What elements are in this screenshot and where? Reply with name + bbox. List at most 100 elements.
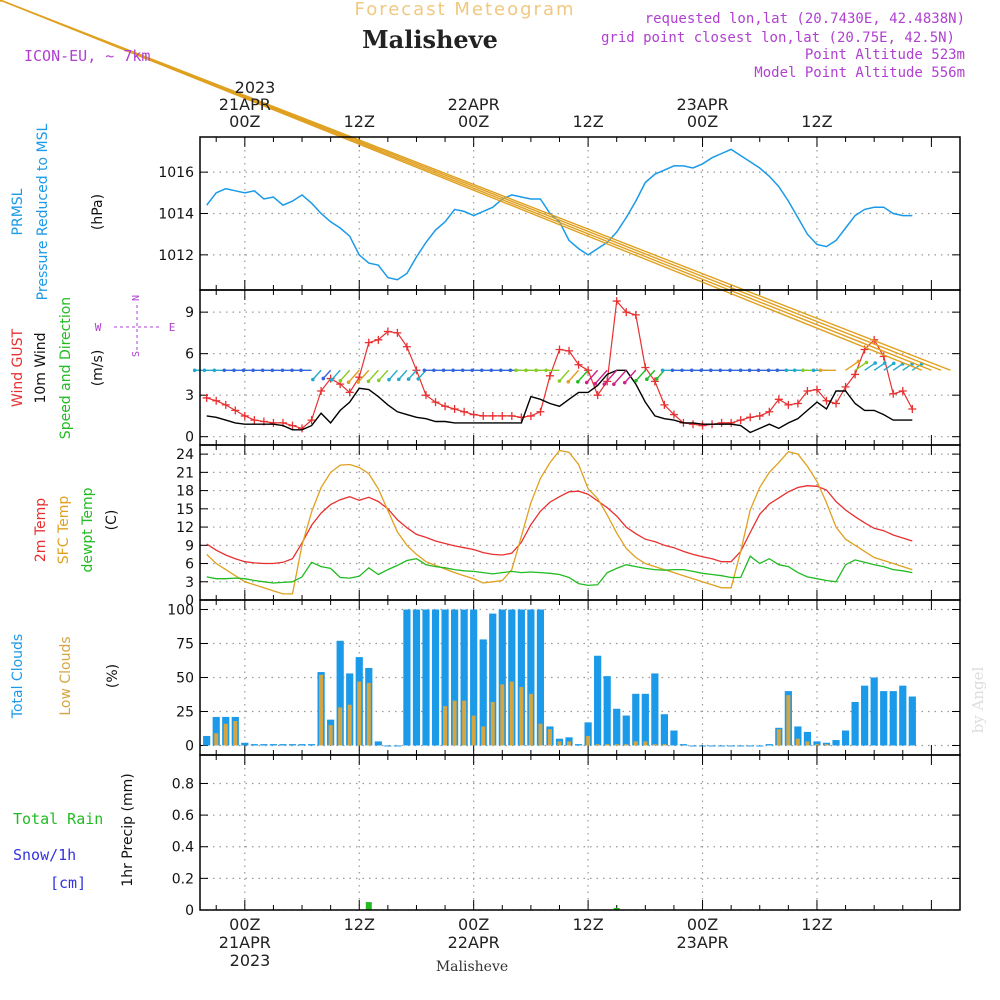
total-cloud-bar xyxy=(584,722,592,746)
wind-arrow-head xyxy=(811,368,816,373)
low-cloud-bar xyxy=(519,687,524,746)
y-tick-label: 1014 xyxy=(158,207,194,223)
wind-arrow-head xyxy=(470,368,475,373)
total-cloud-bar xyxy=(851,701,859,746)
gust-point xyxy=(231,406,240,415)
wind-arrow xyxy=(892,363,904,371)
total-cloud-bar xyxy=(803,731,812,746)
gust-point xyxy=(450,405,459,414)
total-cloud-bar xyxy=(613,708,621,746)
panel-1: 0 3 6 9 xyxy=(185,290,960,446)
total-cloud-bar xyxy=(384,745,392,747)
wind-arrow xyxy=(911,363,923,371)
gust-point xyxy=(574,360,583,369)
wind-arrow xyxy=(558,369,570,382)
gust-point xyxy=(460,407,469,416)
wind-arrow-head xyxy=(645,377,649,382)
low-cloud-bar xyxy=(538,723,543,746)
wind-arrow-head xyxy=(766,368,771,373)
total-cloud-bar xyxy=(765,744,773,746)
clouds-low-label: Low Clouds xyxy=(58,636,74,715)
low-cloud-bar xyxy=(338,707,343,746)
low-cloud-bar xyxy=(662,744,667,746)
wind-arrow xyxy=(408,369,417,380)
y-tick-label: 6 xyxy=(185,347,194,363)
wind-arrow xyxy=(845,360,859,371)
wind-arrow-head xyxy=(747,368,752,373)
gust-point xyxy=(212,396,221,405)
wind-arrow xyxy=(635,369,646,382)
total-cloud-bar xyxy=(689,745,697,747)
gust-point xyxy=(545,371,554,380)
wind-arrow-head xyxy=(534,368,538,373)
wind-arrow-head xyxy=(290,368,294,373)
wind-arrow-head xyxy=(718,368,723,373)
wind-arrow-head xyxy=(422,368,427,373)
low-cloud-bar xyxy=(528,693,533,746)
total-cloud-bar xyxy=(451,609,459,746)
wind-arrow-head xyxy=(756,368,761,373)
low-cloud-bar xyxy=(233,721,238,746)
wind-arrow-head xyxy=(544,368,548,373)
wind-arrow-head xyxy=(775,368,780,373)
wind-line xyxy=(206,369,913,434)
total-cloud-bar xyxy=(899,685,907,746)
gust-point xyxy=(698,421,707,430)
sfc-temp-line xyxy=(206,449,913,595)
gust-point xyxy=(555,345,564,354)
low-cloud-bar xyxy=(624,744,629,746)
wind-arrow-head xyxy=(479,368,484,373)
low-cloud-bar xyxy=(223,723,228,746)
gust-point xyxy=(841,382,850,391)
total-cloud-bar xyxy=(737,745,745,747)
total-cloud-bar xyxy=(203,735,211,746)
wind-arrow xyxy=(577,369,589,383)
clouds-unit: (%) xyxy=(105,664,121,688)
total-cloud-bar xyxy=(641,693,649,746)
temp-sfc-label: SFC Temp xyxy=(56,496,72,565)
wind-arrow xyxy=(322,369,332,379)
total-cloud-bar xyxy=(756,745,764,747)
gust-point xyxy=(793,399,802,408)
total-cloud-bar xyxy=(880,691,888,746)
gust-point xyxy=(479,411,488,420)
wind-arrow xyxy=(883,362,895,371)
wind-arrow xyxy=(624,369,637,384)
bottom-hour-label: 12Z xyxy=(572,915,603,934)
y-tick-label: 3 xyxy=(185,388,194,404)
gust-point xyxy=(736,416,745,425)
pressure-unit: (hPa) xyxy=(90,194,106,230)
wind-arrow-head xyxy=(792,368,797,373)
total-cloud-bar xyxy=(870,677,878,746)
gust-point xyxy=(317,387,326,396)
gust-point xyxy=(383,327,392,336)
y-tick-label: 0.6 xyxy=(172,808,194,824)
y-tick-label: 9 xyxy=(185,538,194,554)
total-cloud-bar xyxy=(508,609,516,746)
wind-arrow-head xyxy=(660,368,665,373)
panel-0: 1012 1014 1016 xyxy=(158,137,960,290)
wind-arrow-head xyxy=(338,378,343,383)
wind-dir-label: Speed and Direction xyxy=(58,297,74,439)
wind-arrow-head xyxy=(602,382,607,386)
top-date-label: 22APR xyxy=(448,95,500,114)
gust-point xyxy=(774,395,783,404)
wind-arrow-head xyxy=(321,376,326,381)
precip-rain-label: Total Rain xyxy=(13,810,103,828)
wind-arrow-head xyxy=(864,360,869,365)
low-cloud-bar xyxy=(366,682,371,746)
low-cloud-bar xyxy=(643,741,648,746)
gust-point xyxy=(851,370,860,379)
watermark: by Angel xyxy=(969,666,987,733)
total-cloud-bar xyxy=(698,745,707,747)
total-cloud-bar xyxy=(746,745,754,747)
gust-point xyxy=(431,398,440,407)
total-cloud-bar xyxy=(393,745,401,747)
gust-point xyxy=(536,407,545,416)
y-tick-label: 100 xyxy=(167,603,194,619)
precip-snow-unit: [cm] xyxy=(50,874,86,892)
gust-point xyxy=(393,328,402,337)
wind-arrow xyxy=(378,369,389,381)
total-cloud-bar xyxy=(412,609,421,746)
total-cloud-bar xyxy=(241,742,249,746)
